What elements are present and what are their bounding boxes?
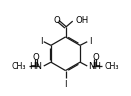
- Text: CH₃: CH₃: [12, 62, 26, 71]
- Text: O: O: [92, 53, 99, 62]
- Text: OH: OH: [76, 16, 89, 25]
- Text: O: O: [32, 53, 39, 62]
- Text: HN: HN: [29, 62, 42, 71]
- Text: NH: NH: [89, 62, 102, 71]
- Text: I: I: [64, 80, 67, 89]
- Text: I: I: [89, 37, 91, 46]
- Text: O: O: [53, 16, 60, 25]
- Text: I: I: [40, 37, 42, 46]
- Text: CH₃: CH₃: [105, 62, 119, 71]
